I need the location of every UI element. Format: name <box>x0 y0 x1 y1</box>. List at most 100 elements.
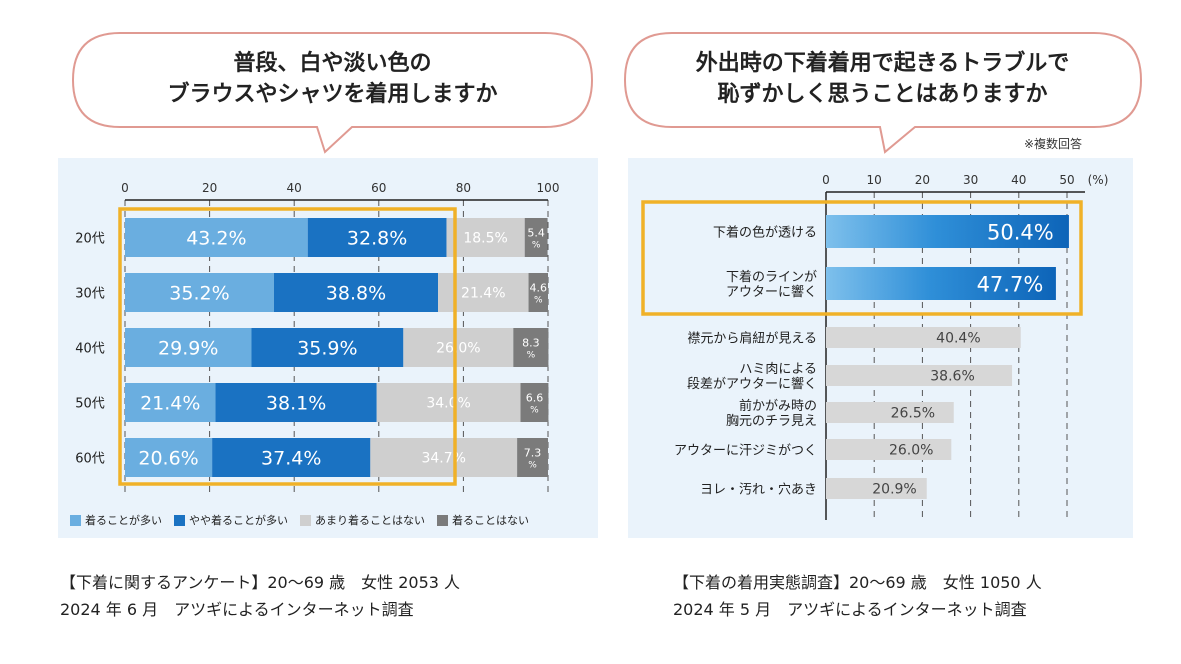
right-x-tick-label: 30 <box>963 173 978 187</box>
left-category-label: 40代 <box>75 342 105 357</box>
left-chart-legend: 着ることが多い やや着ることが多い あまり着ることはない 着ることはない <box>70 512 541 528</box>
left-x-tick-label: 40 <box>287 181 302 195</box>
right-category-label: 下着のラインが <box>726 269 817 285</box>
right-bar <box>826 215 1069 248</box>
legend-item-somewhat: やや着ることが多い <box>174 512 288 528</box>
legend-label-somewhat: やや着ることが多い <box>189 514 288 527</box>
left-bar-label: 4.6 <box>530 282 548 295</box>
left-bar-label: 21.4% <box>140 393 200 415</box>
right-bar-label: 40.4% <box>936 331 980 347</box>
legend-swatch-somewhat <box>174 514 185 526</box>
right-question-line2: 恥ずかしく思うことはありますか <box>717 82 1048 107</box>
left-bar-label: 6.6 <box>526 392 544 405</box>
left-bar-segment <box>517 438 548 477</box>
left-bar-label: 18.5% <box>463 231 507 247</box>
left-bar-segment <box>307 218 447 257</box>
left-x-tick-label: 80 <box>456 181 471 195</box>
left-bar-label: 38.1% <box>266 393 326 415</box>
right-category-label: アウターに響く <box>726 284 817 300</box>
right-bar-label: 20.9% <box>872 482 916 498</box>
right-category-label: 胸元のチラ見え <box>726 414 817 429</box>
left-source-line1: 【下着に関するアンケート】20〜69 歳 女性 2053 人 <box>60 573 461 592</box>
left-bar-segment <box>438 273 529 312</box>
left-bar-segment <box>251 328 404 367</box>
legend-swatch-never <box>437 514 448 526</box>
multiple-answer-note: ※複数回答 <box>1024 137 1083 151</box>
left-bar-label: 38.8% <box>326 283 386 305</box>
left-category-label: 50代 <box>75 397 105 412</box>
legend-swatch-often <box>70 514 81 526</box>
left-stacked-bar-chart: 0 20 40 60 80 100 20代 43.2% 32.8% 18.5% 5.4% 30代 35.… <box>75 181 559 497</box>
right-bar <box>826 365 1013 386</box>
left-bar-segment <box>520 383 549 422</box>
right-bar <box>826 478 927 499</box>
left-x-tick-label: 0 <box>121 181 129 195</box>
left-bar-segment <box>125 273 274 312</box>
left-question-line2: ブラウスやシャツを着用しますか <box>167 82 498 107</box>
right-bar <box>826 327 1021 348</box>
left-bar-segment <box>125 438 213 477</box>
right-x-tick-label: 50 <box>1059 173 1074 187</box>
left-bar-label: 34.0% <box>426 396 470 412</box>
right-bar-label: 26.5% <box>891 406 935 422</box>
right-category-label: 襟元から肩紐が見える <box>687 331 817 347</box>
legend-swatch-rarely <box>300 514 311 526</box>
right-question: 外出時の下着着用で起きるトラブルで 恥ずかしく思うことはありますか <box>630 48 1135 110</box>
left-category-label: 30代 <box>75 287 105 302</box>
right-x-tick-label: 40 <box>1011 173 1026 187</box>
left-category-label: 20代 <box>75 232 105 247</box>
right-x-tick-label: 20 <box>915 173 930 187</box>
right-bar <box>826 439 952 460</box>
legend-label-often: 着ることが多い <box>85 514 162 527</box>
left-bar-percent-sign: % <box>530 406 539 416</box>
left-highlight-frame <box>118 207 457 486</box>
left-bar-segment <box>215 383 377 422</box>
right-question-bubble <box>623 32 1143 154</box>
left-bar-label: 37.4% <box>261 448 321 470</box>
right-category-label: 前かがみ時の <box>739 398 817 414</box>
left-bar-label: 32.8% <box>347 228 407 250</box>
left-bar-label: 35.2% <box>169 283 229 305</box>
right-bar <box>826 267 1056 300</box>
left-bar-percent-sign: % <box>527 351 536 361</box>
left-source: 【下着に関するアンケート】20〜69 歳 女性 2053 人 2024 年 6 … <box>60 569 460 623</box>
left-bar-segment <box>376 383 521 422</box>
right-highlight-frame <box>641 200 1083 316</box>
legend-label-never: 着ることはない <box>452 514 529 527</box>
left-bar-segment <box>125 218 308 257</box>
right-category-label: 下着の色が透ける <box>713 225 817 241</box>
left-bar-percent-sign: % <box>534 296 543 306</box>
left-bar-label: 29.9% <box>158 338 218 360</box>
right-bar-label: 38.6% <box>930 369 974 385</box>
left-source-line2: 2024 年 6 月 アツギによるインターネット調査 <box>60 600 414 619</box>
right-bar-label: 26.0% <box>889 443 933 459</box>
right-category-label: アウターに汗ジミがつく <box>674 444 817 459</box>
left-bar-label: 34.7% <box>421 451 465 467</box>
left-bar-segment <box>212 438 371 477</box>
left-bar-segment <box>528 273 548 312</box>
left-question-line1: 普段、白や淡い色の <box>233 51 432 76</box>
left-question-bubble <box>71 32 594 154</box>
right-unit-label: (%) <box>1088 173 1109 187</box>
left-category-label: 60代 <box>75 452 105 467</box>
left-bar-segment <box>273 273 439 312</box>
left-bar-label: 26.0% <box>436 341 480 357</box>
left-x-tick-label: 100 <box>537 181 560 195</box>
left-bar-percent-sign: % <box>528 461 537 471</box>
left-x-tick-label: 20 <box>202 181 217 195</box>
left-bar-segment <box>125 328 252 367</box>
right-source-line2: 2024 年 5 月 アツギによるインターネット調査 <box>673 600 1027 619</box>
left-x-tick-label: 60 <box>371 181 386 195</box>
right-bar-label: 50.4% <box>987 221 1054 245</box>
left-bar-label: 21.4% <box>461 286 505 302</box>
right-category-label: ハミ肉による <box>739 362 817 377</box>
left-bar-segment <box>446 218 525 257</box>
legend-item-often: 着ることが多い <box>70 512 162 528</box>
left-bar-segment <box>524 218 548 257</box>
right-source: 【下着の着用実態調査】20〜69 歳 女性 1050 人 2024 年 5 月 … <box>673 569 1042 623</box>
right-bar <box>826 402 954 423</box>
right-category-label: 段差がアウターに響く <box>687 376 817 392</box>
left-bar-segment <box>370 438 518 477</box>
right-category-label: ヨレ・汚れ・穴あき <box>700 483 817 498</box>
